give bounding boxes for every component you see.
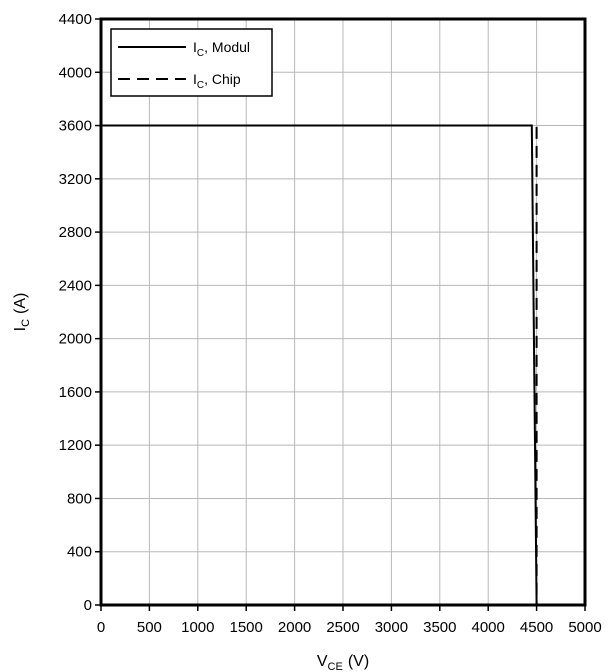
x-tick-label: 1500 [230,619,263,636]
y-tick-label: 1600 [59,384,92,401]
x-tick-label: 2000 [278,619,311,636]
y-tick-label: 3200 [59,171,92,188]
y-tick-label: 400 [67,544,92,561]
x-tick-label: 3000 [375,619,408,636]
x-tick-label: 4000 [472,619,505,636]
y-tick-label: 4000 [59,64,92,81]
x-axis-ticks: 0 500 1000 1500 2000 2500 3000 3500 4000 4500 5000 [97,605,602,636]
x-tick-label: 5000 [568,619,601,636]
y-tick-label: 4400 [59,11,92,28]
y-tick-label: 1200 [59,437,92,454]
y-tick-label: 800 [67,490,92,507]
y-tick-label: 2800 [59,224,92,241]
x-tick-label: 0 [97,619,105,636]
legend-label-chip: IC, Chip [193,71,241,91]
x-tick-label: 500 [137,619,162,636]
series-layer [101,124,538,606]
x-tick-label: 1000 [181,619,214,636]
y-tick-label: 3600 [59,118,92,135]
y-tick-label: 0 [84,597,92,614]
legend-label-modul: IC, Modul [193,39,250,59]
legend: IC, Modul IC, Chip [110,28,273,97]
x-tick-label: 2500 [326,619,359,636]
y-tick-label: 2400 [59,277,92,294]
y-axis-ticks: 0 400 800 1200 1600 2000 2400 2800 3200 3600 4000 4… [59,11,101,614]
x-axis-title: VCE (V) [317,653,369,672]
series-line-modul [101,124,538,606]
grid [100,18,586,606]
series-line-chip [101,124,538,605]
y-axis-title: IC(A) [12,293,32,332]
x-tick-label: 4500 [520,619,553,636]
x-tick-label: 3500 [423,619,456,636]
legend-box [110,28,273,97]
y-tick-label: 2000 [59,331,92,348]
